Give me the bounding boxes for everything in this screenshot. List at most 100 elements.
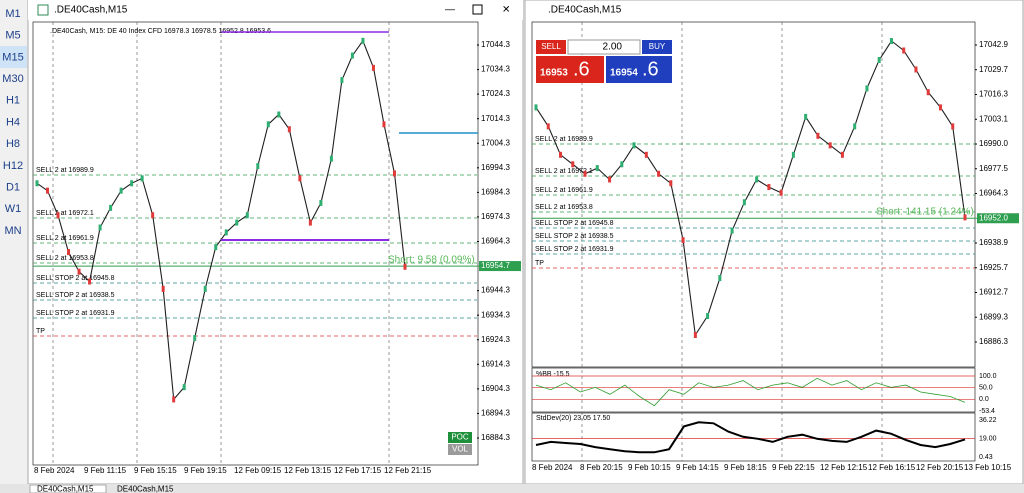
tab-label[interactable]: DE40Cash,M15	[37, 485, 94, 493]
right-plot	[531, 21, 976, 368]
tab[interactable]	[29, 484, 107, 493]
time-label: 12 Feb 09:15	[234, 466, 282, 475]
indicator-axis-label: 36.22	[979, 417, 997, 424]
order-label: SELL 2 at 16953.8	[535, 204, 593, 211]
timeframe[interactable]: H8	[6, 138, 20, 150]
current-price-box	[977, 213, 1019, 224]
time-label: 8 Feb 2024	[34, 466, 75, 475]
volume[interactable]: 2.00	[603, 42, 623, 53]
tab-label[interactable]: DE40Cash,M15	[117, 485, 174, 493]
timeframe[interactable]: H4	[6, 116, 20, 128]
candle	[193, 335, 197, 342]
timeframe[interactable]: M15	[2, 51, 23, 63]
candle	[889, 38, 893, 45]
order-label: SELL 2 at 16972.1	[535, 168, 593, 175]
buy-label[interactable]: BUY	[649, 42, 666, 51]
candle	[203, 285, 207, 292]
candle	[130, 180, 134, 187]
candle	[224, 229, 228, 236]
volume-box[interactable]	[567, 39, 641, 55]
time-label: 9 Feb 22:15	[772, 463, 815, 472]
candle	[546, 123, 550, 130]
candle	[693, 331, 697, 338]
button-label[interactable]: VOL	[452, 445, 469, 454]
price-label: 17024.3	[481, 89, 510, 98]
timeframe[interactable]: MN	[4, 225, 21, 237]
current-price: 16952.0	[979, 213, 1008, 222]
ask-box[interactable]	[606, 56, 672, 83]
price-label: 16984.3	[481, 187, 510, 196]
price-label: 16964.3	[481, 237, 510, 246]
candle	[119, 187, 123, 194]
order-label: SELL STOP 2 at 16931.9	[535, 246, 614, 253]
timeframe[interactable]: D1	[6, 182, 20, 194]
time-label: 9 Feb 19:15	[184, 466, 227, 475]
button-label[interactable]: POC	[451, 433, 469, 442]
candle	[706, 313, 710, 320]
buy-button[interactable]	[642, 40, 672, 54]
price-label: 17029.7	[979, 65, 1008, 74]
timeframe[interactable]: M1	[5, 8, 20, 20]
order-label: TP	[36, 328, 45, 335]
price-line	[535, 40, 966, 337]
price-label: 16912.7	[979, 288, 1008, 297]
time-label: 12 Feb 21:15	[384, 466, 432, 475]
order-label: SELL STOP 2 at 16938.5	[36, 292, 115, 299]
bb-pane	[531, 367, 976, 413]
ask-main: 16954	[610, 68, 638, 79]
timeframe[interactable]: M5	[5, 30, 20, 42]
current-price: 16954.7	[481, 261, 510, 270]
candle	[767, 184, 771, 191]
candle	[583, 170, 587, 177]
timeframe[interactable]: M30	[2, 73, 23, 85]
order-label: SELL STOP 2 at 16945.8	[535, 220, 614, 227]
price-label: 16899.3	[979, 312, 1008, 321]
price-label: 16884.3	[481, 433, 510, 442]
candle	[669, 180, 673, 187]
candle	[382, 121, 386, 128]
candle	[172, 396, 176, 403]
maximize[interactable]	[472, 4, 483, 15]
active-timeframe	[0, 46, 27, 68]
timeframe[interactable]: H12	[3, 160, 23, 172]
close[interactable]: ✕	[502, 5, 510, 16]
time-label: 8 Feb 2024	[532, 463, 573, 472]
price-label: 16994.3	[481, 163, 510, 172]
price-label: 17034.3	[481, 65, 510, 74]
candle	[914, 66, 918, 73]
candle	[620, 161, 624, 168]
price-label: 16934.3	[481, 310, 510, 319]
candle	[644, 151, 648, 158]
timeframe[interactable]: W1	[5, 203, 22, 215]
sell-label[interactable]: SELL	[541, 42, 561, 51]
candle	[681, 237, 685, 244]
button[interactable]	[448, 432, 472, 443]
time-label: 9 Feb 18:15	[724, 463, 767, 472]
minimize[interactable]: —	[445, 5, 455, 16]
price-label: 16964.3	[979, 189, 1008, 198]
price-label: 16925.7	[979, 263, 1008, 272]
candle	[951, 123, 955, 130]
indicator-axis-label: 19.00	[979, 435, 997, 442]
time-label: 12 Feb 20:15	[916, 463, 964, 472]
order-label: SELL 2 at 16972.1	[36, 210, 94, 217]
candle	[403, 263, 407, 270]
candle	[571, 161, 575, 168]
current-price-box	[479, 261, 521, 272]
bid-box[interactable]	[536, 56, 604, 83]
candle	[151, 212, 155, 219]
sell-button[interactable]	[536, 40, 566, 54]
candle	[35, 180, 39, 187]
left-plot	[32, 21, 479, 466]
candle	[742, 199, 746, 206]
candle	[56, 212, 60, 219]
left-window-title: .DE40Cash,M15	[54, 5, 128, 16]
tab-bar	[0, 484, 1024, 493]
order-label: SELL 2 at 16953.8	[36, 255, 94, 262]
chart-header: .DE40Cash, M15: DE 40 Index CFD 16978.3 …	[50, 28, 271, 35]
button[interactable]	[448, 444, 472, 455]
timeframe[interactable]: H1	[6, 95, 20, 107]
candle	[235, 219, 239, 226]
candle	[46, 187, 50, 194]
